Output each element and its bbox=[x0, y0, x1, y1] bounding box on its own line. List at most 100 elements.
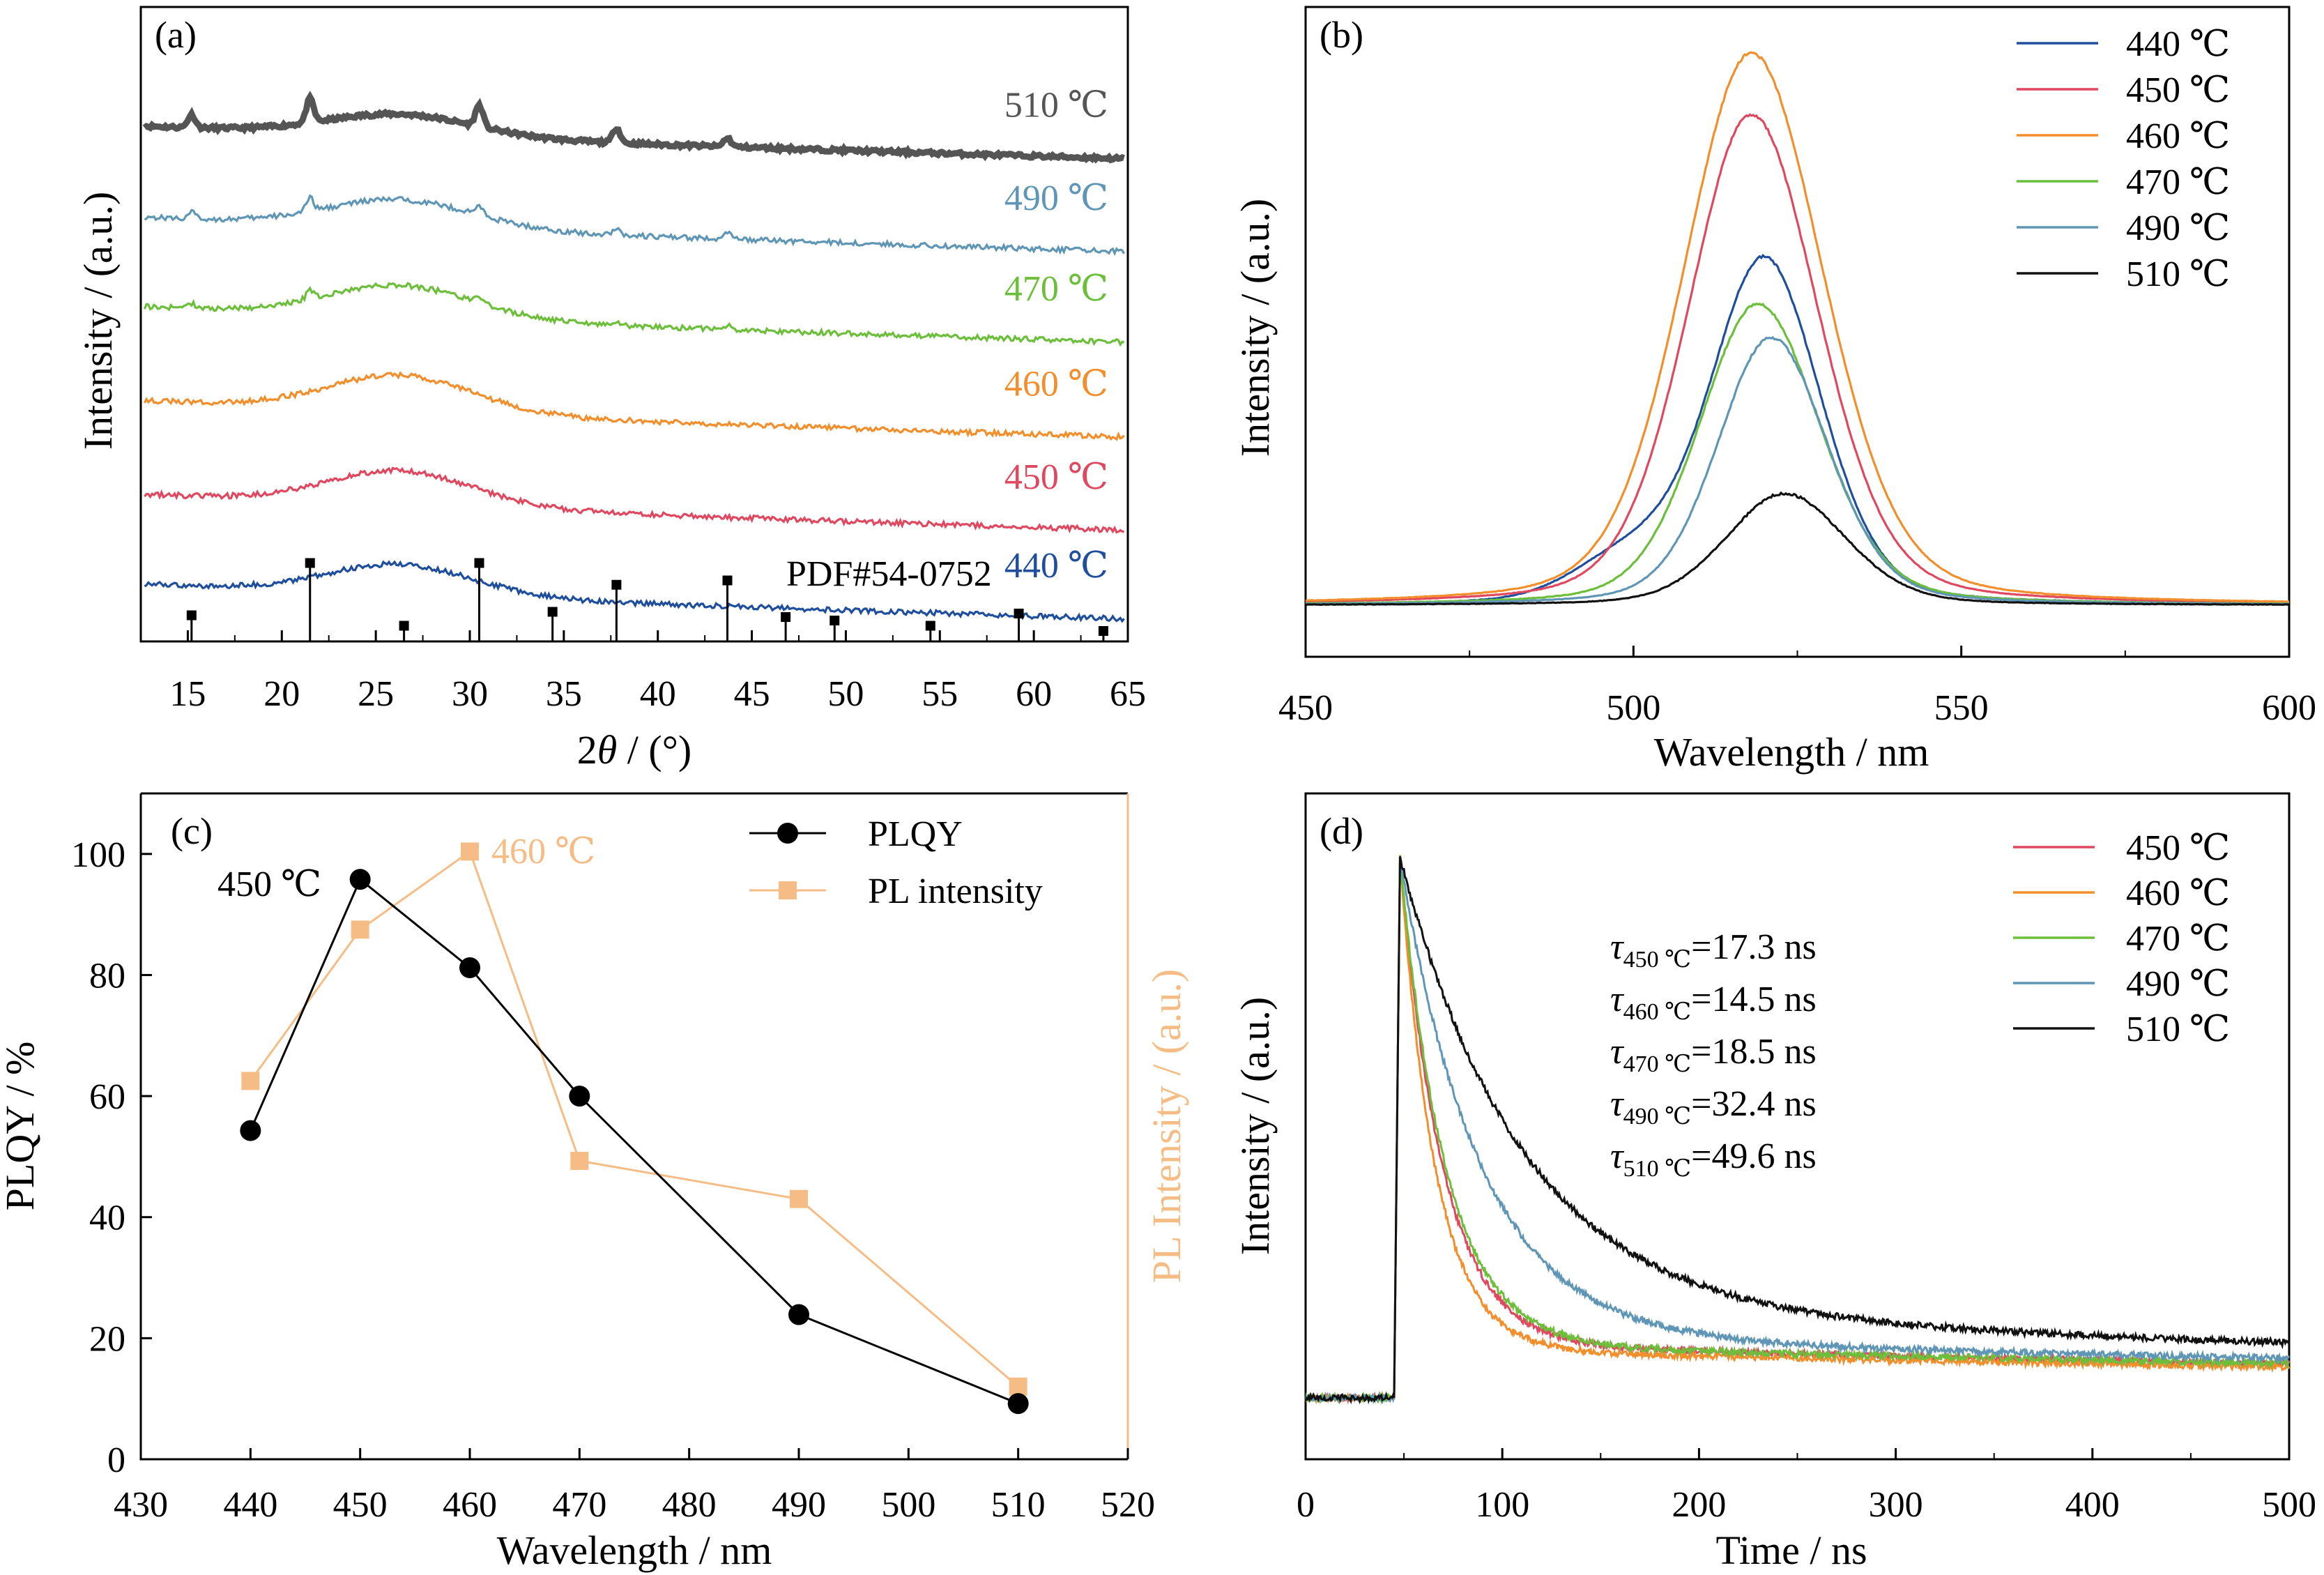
xrd-label-460: 460 ℃ bbox=[1004, 365, 1108, 404]
panel-b: 450 500 550 600 440 ℃ 450 ℃ 460 ℃ 470 ℃ 490 ℃ 51… bbox=[1232, 6, 2316, 775]
panel-c: 430 440 450 460 470 480 490 500 510 520 0 20 40 60 80 1… bbox=[0, 792, 1189, 1573]
y-tick-label: 20 bbox=[89, 1319, 125, 1359]
pl-intensity-marker bbox=[351, 920, 369, 939]
x-tick-label: 500 bbox=[881, 1485, 935, 1525]
legend-marker bbox=[779, 881, 797, 899]
pl-spectrum-450 bbox=[1305, 113, 2290, 604]
legend-label: 450 ℃ bbox=[2126, 828, 2230, 868]
legend-label: PL intensity bbox=[868, 872, 1043, 911]
xrd-label-450: 450 ℃ bbox=[1004, 457, 1108, 497]
panel-b-x-axis-label: Wavelength / nm bbox=[1654, 729, 1929, 775]
panel-a-x-axis-label: 2θ / (°) bbox=[577, 727, 691, 773]
y-tick-label: 0 bbox=[107, 1440, 125, 1480]
x-tick-label: 300 bbox=[1869, 1485, 1923, 1525]
x-tick-label: 600 bbox=[2262, 688, 2316, 728]
panel-d: 0 100 200 300 400 500 450 ℃ 460 ℃ 470 ℃ 490 ℃ 510… bbox=[1232, 792, 2316, 1573]
x-tick-label: 480 bbox=[662, 1485, 717, 1525]
lifetime-490: τ490 ℃=32.4 ns bbox=[1610, 1084, 1817, 1129]
x-tick-label: 100 bbox=[1475, 1485, 1529, 1525]
y-tick-label: 100 bbox=[71, 835, 125, 875]
pl-intensity-marker bbox=[790, 1189, 808, 1208]
x-tick-label: 400 bbox=[2065, 1485, 2120, 1525]
x-tick-label: 45 bbox=[734, 674, 770, 714]
panel-a: 510 ℃ 490 ℃ 470 ℃ 460 ℃ 450 ℃ 440 ℃ 15 20 25 30 3… bbox=[75, 6, 1146, 773]
x-tick-label: 35 bbox=[546, 674, 582, 714]
legend-label: 460 ℃ bbox=[2126, 874, 2230, 913]
xrd-line-450 bbox=[144, 466, 1124, 534]
x-tick-label: 510 bbox=[991, 1485, 1046, 1525]
xrd-line-510 bbox=[142, 91, 1125, 164]
x-tick-label: 460 bbox=[443, 1485, 497, 1525]
panel-c-right-axis-label: PL Intensity / (a.u.) bbox=[1144, 969, 1189, 1284]
legend-label: 460 ℃ bbox=[2126, 116, 2230, 156]
panel-b-x-ticks: 450 500 550 600 bbox=[1278, 646, 2316, 728]
plqy-marker bbox=[459, 957, 480, 979]
pdf-marker bbox=[1014, 609, 1024, 618]
legend-label: 490 ℃ bbox=[2126, 208, 2230, 248]
x-tick-label: 450 bbox=[333, 1485, 388, 1525]
x-tick-label: 0 bbox=[1297, 1485, 1315, 1525]
x-tick-label: 55 bbox=[922, 674, 958, 714]
panel-a-data: 510 ℃ 490 ℃ 470 ℃ 460 ℃ 450 ℃ 440 ℃ bbox=[142, 86, 1125, 641]
pdf-marker bbox=[305, 558, 315, 568]
pdf-marker bbox=[925, 621, 935, 631]
panel-b-y-axis-label: Intensity / (a.u.) bbox=[1232, 199, 1278, 457]
panel-a-label: (a) bbox=[155, 14, 197, 56]
pl-spectrum-490 bbox=[1305, 336, 2290, 606]
x-tick-label: 520 bbox=[1101, 1485, 1155, 1525]
panel-d-x-axis-label: Time / ns bbox=[1715, 1528, 1867, 1573]
xrd-label-470: 470 ℃ bbox=[1004, 269, 1108, 309]
panel-d-x-ticks: 0 100 200 300 400 500 bbox=[1297, 1448, 2316, 1525]
pdf-marker bbox=[781, 612, 791, 622]
panel-d-y-axis-label: Intensity / (a.u.) bbox=[1232, 997, 1278, 1255]
annotation-450: 450 ℃ bbox=[217, 865, 321, 904]
x-tick-label: 200 bbox=[1672, 1485, 1726, 1525]
pdf-marker bbox=[1098, 626, 1108, 636]
line-pl-intensity bbox=[250, 849, 1019, 1387]
lifetime-470: τ470 ℃=18.5 ns bbox=[1610, 1032, 1817, 1077]
x-tick-label: 500 bbox=[1606, 688, 1660, 728]
decay-curve-510 bbox=[1304, 856, 2291, 1405]
panel-d-label: (d) bbox=[1320, 810, 1363, 852]
panel-d-data bbox=[1304, 855, 2291, 1405]
decay-curve-490 bbox=[1304, 855, 2291, 1405]
xrd-label-510: 510 ℃ bbox=[1004, 86, 1108, 125]
pl-spectrum-470 bbox=[1305, 302, 2290, 605]
panel-c-ticks: 430 440 450 460 470 480 490 500 510 520 0 20 40 60 80 1… bbox=[71, 835, 1155, 1525]
plqy-marker bbox=[1007, 1393, 1029, 1415]
pdf-marker bbox=[186, 610, 197, 621]
panel-b-legend: 440 ℃ 450 ℃ 460 ℃ 470 ℃ 490 ℃ 510 ℃ bbox=[2017, 24, 2230, 294]
x-tick-label: 550 bbox=[1934, 688, 1989, 728]
x-tick-label: 50 bbox=[827, 674, 864, 714]
panel-c-label: (c) bbox=[171, 810, 213, 852]
xrd-label-490: 490 ℃ bbox=[1004, 178, 1108, 218]
pdf-marker bbox=[830, 616, 840, 625]
panel-a-x-ticks: 15 20 25 30 35 40 45 50 55 60 65 bbox=[169, 630, 1146, 714]
panel-c-data bbox=[240, 842, 1029, 1415]
panel-c-x-axis-label: Wavelength / nm bbox=[497, 1528, 772, 1573]
line-plqy bbox=[249, 877, 1019, 1405]
xrd-line-490 bbox=[144, 194, 1125, 257]
x-tick-label: 440 bbox=[223, 1485, 277, 1525]
lifetime-460: τ460 ℃=14.5 ns bbox=[1610, 980, 1817, 1025]
x-tick-label: 65 bbox=[1110, 674, 1146, 714]
plqy-marker bbox=[240, 1120, 261, 1141]
pdf-marker bbox=[399, 621, 409, 631]
x-tick-label: 25 bbox=[358, 674, 394, 714]
pdf-marker bbox=[722, 575, 733, 586]
x-tick-label: 490 bbox=[772, 1485, 826, 1525]
plqy-marker bbox=[569, 1086, 590, 1107]
y-tick-label: 40 bbox=[89, 1199, 125, 1238]
x-tick-label: 470 bbox=[552, 1485, 606, 1525]
legend-marker bbox=[777, 823, 798, 844]
x-tick-label: 430 bbox=[114, 1485, 168, 1525]
x-tick-label: 450 bbox=[1278, 688, 1333, 728]
panel-d-legend: 450 ℃ 460 ℃ 470 ℃ 490 ℃ 510 ℃ bbox=[2013, 828, 2230, 1049]
lifetime-annotations: τ450 ℃=17.3 ns τ460 ℃=14.5 ns τ470 ℃=18.5 … bbox=[1610, 927, 1817, 1182]
x-tick-label: 60 bbox=[1016, 674, 1052, 714]
pdf-marker bbox=[547, 607, 558, 617]
lifetime-450: τ450 ℃=17.3 ns bbox=[1610, 927, 1817, 973]
lifetime-510: τ510 ℃=49.6 ns bbox=[1610, 1136, 1817, 1182]
pl-spectrum-510 bbox=[1305, 491, 2290, 607]
